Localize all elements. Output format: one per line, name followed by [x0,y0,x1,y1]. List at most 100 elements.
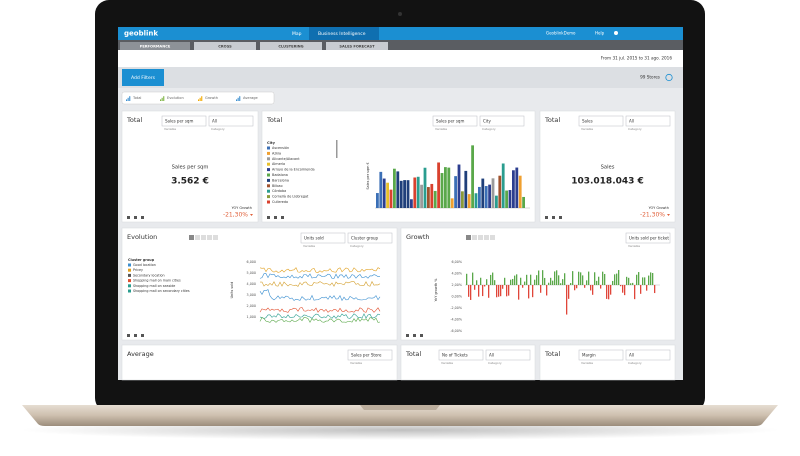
bar-decor [506,285,508,297]
card-action[interactable] [413,334,416,337]
bar-decor [464,170,468,208]
select[interactable] [208,115,254,127]
bar-decor [488,285,490,298]
select[interactable] [625,232,671,244]
card-action[interactable] [281,216,284,219]
select[interactable] [347,232,393,244]
date-range[interactable]: From 31 jul. 2015 to 31 ago. 2016 [601,56,673,61]
period-toggle[interactable] [466,235,471,240]
bar-decor [642,277,644,285]
card-action[interactable] [267,216,270,219]
select[interactable] [625,115,671,127]
select[interactable] [625,349,671,361]
bar-decor [522,196,525,208]
card-action[interactable] [134,216,137,219]
bar-decor [450,198,454,208]
y-axis-title: Sales per sqm € [366,162,370,189]
user-icon [614,31,618,35]
line-decor [259,289,381,302]
select-value: Units sold [304,235,324,240]
bar-decor [481,178,485,208]
select-caption: Category [482,127,496,131]
select[interactable] [438,349,484,361]
bar-decor [406,180,410,208]
bar-decor [588,271,590,285]
period-toggle[interactable] [189,235,194,240]
card-action[interactable] [141,334,144,337]
select-value: City [483,118,491,123]
select-caption: Variable [303,244,315,248]
widget-label[interactable]: Total [132,96,141,100]
bar-decor [542,270,544,285]
bar-decor [502,285,504,289]
select-caption: Category [350,244,364,248]
user-menu[interactable]: GeoblinkDemo [546,31,576,36]
tab[interactable] [194,42,256,50]
widget-label[interactable]: Average [243,96,259,100]
nav-bi-tab[interactable] [309,27,379,40]
bar-decor [501,163,505,208]
period-toggle[interactable] [490,235,495,240]
widget-label[interactable]: Growth [205,96,218,100]
bar-decor [494,280,496,285]
y-tick-label: 2,00% [452,283,462,287]
add-filters-button[interactable] [122,69,164,86]
card-action[interactable] [127,334,130,337]
bar-decor [486,279,488,285]
help[interactable]: Help [595,31,605,36]
card-action[interactable] [406,334,409,337]
select[interactable] [578,349,624,361]
select-caption: Variable [164,127,176,131]
card-action[interactable] [134,334,137,337]
select[interactable] [485,349,531,361]
legend-swatch [267,178,270,182]
bar-decor [630,283,632,285]
card-action[interactable] [274,216,277,219]
select[interactable] [479,115,525,127]
tab-label: CROSS [218,44,232,48]
tab-label: PERFORMANCE [140,44,171,48]
period-toggle[interactable] [213,235,218,240]
select-value: Cluster group [351,235,379,240]
bar-decor [508,190,512,208]
period-toggle[interactable] [484,235,489,240]
bar-decor [562,279,564,285]
legend-item: Barcelona [272,178,289,182]
select[interactable] [347,349,393,361]
select[interactable] [432,115,478,127]
yoy-label: YOY Growth [649,206,669,210]
select-caption: Category [488,361,502,365]
y-axis-title: YoY growth % [434,278,438,302]
y-tick-label: -4,00% [450,318,462,322]
period-toggle[interactable] [478,235,483,240]
period-toggle[interactable] [472,235,477,240]
widget-label[interactable]: Evolution [167,96,184,100]
caret [250,214,253,216]
tab[interactable] [260,42,322,50]
tab[interactable] [120,42,190,50]
card-action[interactable] [545,216,548,219]
period-toggle[interactable] [207,235,212,240]
card-action[interactable] [420,334,423,337]
select[interactable] [578,115,624,127]
card-action[interactable] [552,216,555,219]
kpi-metric: Sales per sqm [172,165,209,171]
bar-decor [427,187,430,208]
period-toggle[interactable] [195,235,200,240]
card-action[interactable] [127,216,130,219]
kpi-metric: Sales [601,165,615,171]
tab[interactable] [326,42,388,50]
bar-decor [572,271,574,285]
caret [667,214,670,216]
select[interactable] [161,115,207,127]
bar-decor [628,277,630,285]
card-action[interactable] [141,216,144,219]
widget-icon [127,97,129,101]
card-action[interactable] [559,216,562,219]
select[interactable] [300,232,346,244]
nav-map[interactable]: Map [292,31,302,37]
period-toggle[interactable] [201,235,206,240]
bar-decor [654,285,656,294]
card-title: Total [544,350,560,358]
bar-decor [461,191,464,208]
